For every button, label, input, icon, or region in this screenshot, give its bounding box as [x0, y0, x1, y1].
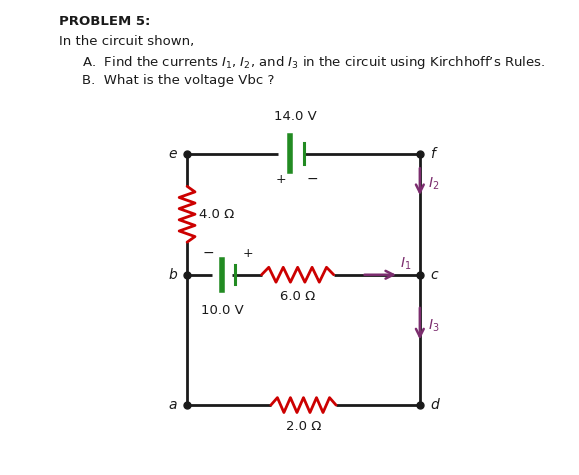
Text: a: a — [168, 398, 177, 412]
Text: e: e — [168, 147, 177, 161]
Text: 2.0 Ω: 2.0 Ω — [286, 420, 321, 434]
Text: +: + — [276, 173, 287, 186]
Text: 6.0 Ω: 6.0 Ω — [280, 290, 316, 303]
Text: f: f — [430, 147, 435, 161]
Text: $I_2$: $I_2$ — [428, 176, 439, 192]
Text: $I_3$: $I_3$ — [428, 318, 439, 334]
Text: In the circuit shown,: In the circuit shown, — [59, 35, 195, 48]
Text: 10.0 V: 10.0 V — [201, 304, 243, 317]
Text: c: c — [430, 268, 438, 282]
Text: −: − — [307, 172, 318, 186]
Text: d: d — [430, 398, 439, 412]
Text: +: + — [242, 247, 253, 260]
Text: A.  Find the currents $I_1$, $I_2$, and $I_3$ in the circuit using Kirchhoff’s R: A. Find the currents $I_1$, $I_2$, and $… — [82, 54, 545, 71]
Text: $I_1$: $I_1$ — [400, 256, 412, 272]
Text: −: − — [202, 247, 214, 260]
Text: 4.0 Ω: 4.0 Ω — [199, 208, 234, 221]
Text: PROBLEM 5:: PROBLEM 5: — [59, 15, 151, 28]
Text: 14.0 V: 14.0 V — [274, 111, 317, 124]
Text: b: b — [168, 268, 177, 282]
Text: B.  What is the voltage Vbc ?: B. What is the voltage Vbc ? — [82, 74, 274, 86]
